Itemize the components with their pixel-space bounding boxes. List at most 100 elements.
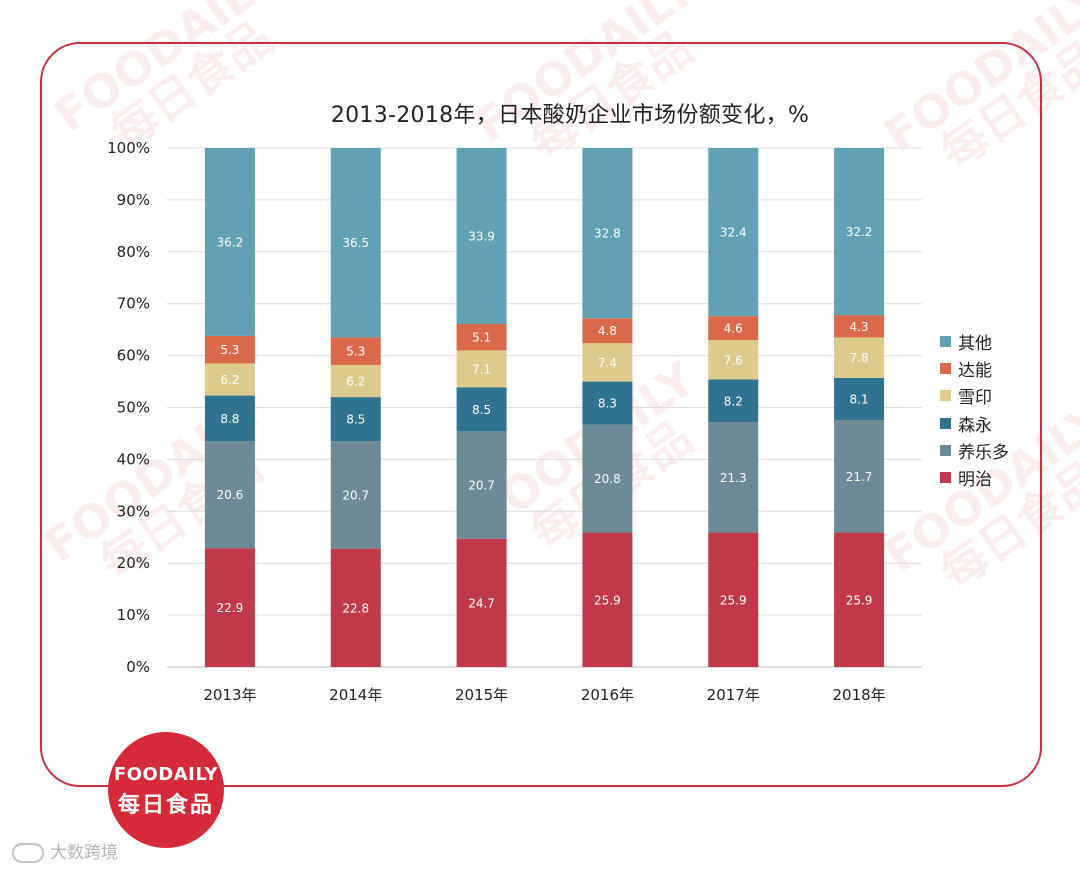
bar-segment: [834, 315, 885, 338]
data-label: 4.3: [850, 320, 869, 334]
bar-segment: [708, 316, 759, 341]
data-label: 22.8: [342, 601, 369, 615]
bar-segment: [456, 538, 507, 667]
bar-segment: [582, 381, 633, 425]
y-tick-label: 50%: [117, 399, 150, 417]
bar-segment: [204, 441, 255, 549]
data-label: 32.2: [846, 225, 873, 239]
data-label: 7.8: [850, 351, 869, 365]
x-tick-label: 2015年: [455, 686, 508, 704]
data-label: 20.7: [342, 488, 369, 502]
bar-segment: [708, 148, 759, 317]
legend-swatch: [940, 390, 951, 402]
legend-label: 养乐多: [958, 442, 1009, 463]
y-tick-label: 20%: [117, 554, 150, 572]
foodaily-logo: FOODAILY 每日食品: [108, 732, 224, 848]
bar-segment: [456, 387, 507, 432]
data-label: 24.7: [468, 596, 495, 610]
bar-segment: [834, 419, 885, 533]
bar-segment: [456, 323, 507, 351]
y-tick-label: 80%: [117, 243, 150, 261]
x-tick-label: 2014年: [329, 686, 382, 704]
legend-item: 雪印: [940, 382, 1009, 409]
y-tick-label: 60%: [117, 347, 150, 365]
x-tick-label: 2017年: [707, 686, 760, 704]
data-label: 6.2: [346, 375, 365, 389]
data-label: 22.9: [217, 601, 244, 615]
data-label: 7.4: [598, 356, 617, 370]
bar-segment: [204, 395, 255, 442]
legend-swatch: [940, 363, 951, 375]
y-tick-label: 70%: [117, 295, 150, 313]
bar-segment: [204, 548, 255, 667]
data-label: 25.9: [846, 593, 873, 607]
data-label: 7.6: [724, 353, 743, 367]
y-tick-label: 10%: [117, 606, 150, 624]
chart-frame: [40, 42, 1042, 787]
bar-segment: [708, 422, 759, 533]
legend-label: 雪印: [958, 388, 992, 409]
bar-segment: [834, 377, 885, 420]
bar-segment: [708, 379, 759, 423]
data-label: 5.3: [346, 345, 365, 359]
legend-item: 达能: [940, 355, 1009, 382]
legend-item: 养乐多: [940, 437, 1009, 464]
data-label: 8.1: [850, 392, 869, 406]
legend-item: 其他: [940, 328, 1009, 355]
data-label: 5.3: [220, 343, 239, 357]
data-label: 5.1: [472, 331, 491, 345]
data-label: 4.6: [724, 322, 743, 336]
data-label: 21.3: [720, 471, 747, 485]
legend-label: 明治: [958, 470, 992, 491]
y-tick-label: 90%: [117, 191, 150, 209]
bar-segment: [834, 337, 885, 378]
data-label: 20.7: [468, 479, 495, 493]
bar-segment: [456, 431, 507, 539]
bar-segment: [582, 318, 633, 344]
data-label: 25.9: [720, 593, 747, 607]
legend-label: 其他: [958, 334, 992, 355]
logo-text-cn: 每日食品: [117, 793, 214, 818]
bar-segment: [330, 364, 381, 398]
legend-item: 明治: [940, 464, 1009, 491]
data-label: 8.3: [598, 397, 617, 411]
y-tick-label: 100%: [107, 139, 150, 157]
legend-label: 达能: [958, 361, 992, 382]
legend-swatch: [940, 472, 951, 484]
y-tick-label: 40%: [117, 450, 150, 468]
bar-segment: [582, 148, 633, 319]
data-label: 8.5: [346, 413, 365, 427]
bar-segment: [330, 548, 381, 667]
x-tick-label: 2013年: [203, 686, 256, 704]
legend-item: 森永: [940, 410, 1009, 437]
x-tick-label: 2016年: [581, 686, 634, 704]
bar-segment: [834, 148, 885, 316]
y-tick-label: 30%: [117, 502, 150, 520]
data-label: 7.1: [472, 362, 491, 376]
bar-segment: [330, 148, 381, 338]
data-label: 32.4: [720, 226, 747, 240]
y-tick-label: 0%: [126, 658, 150, 676]
chart-legend: 其他达能雪印 森永养乐多明治: [940, 328, 1009, 491]
bar-segment: [330, 337, 381, 365]
data-label: 8.2: [724, 394, 743, 408]
source-label: 大数跨境: [50, 843, 118, 863]
bar-segment: [582, 532, 633, 667]
source-watermark: 大数跨境: [12, 838, 118, 863]
data-label: 20.8: [594, 472, 621, 486]
wechat-icon: [12, 843, 44, 863]
bar-segment: [204, 363, 255, 396]
bar-segment: [204, 148, 255, 336]
data-label: 25.9: [594, 593, 621, 607]
legend-swatch: [940, 417, 951, 429]
data-label: 36.2: [217, 235, 244, 249]
data-label: 6.2: [220, 373, 239, 387]
data-label: 32.8: [594, 227, 621, 241]
bar-segment: [708, 340, 759, 380]
data-label: 8.5: [472, 403, 491, 417]
chart-title: 2013-2018年，日本酸奶企业市场份额变化，%: [330, 103, 810, 128]
logo-text-en: FOODAILY: [113, 764, 219, 785]
bar-segment: [582, 343, 633, 382]
bar-segment: [708, 532, 759, 667]
